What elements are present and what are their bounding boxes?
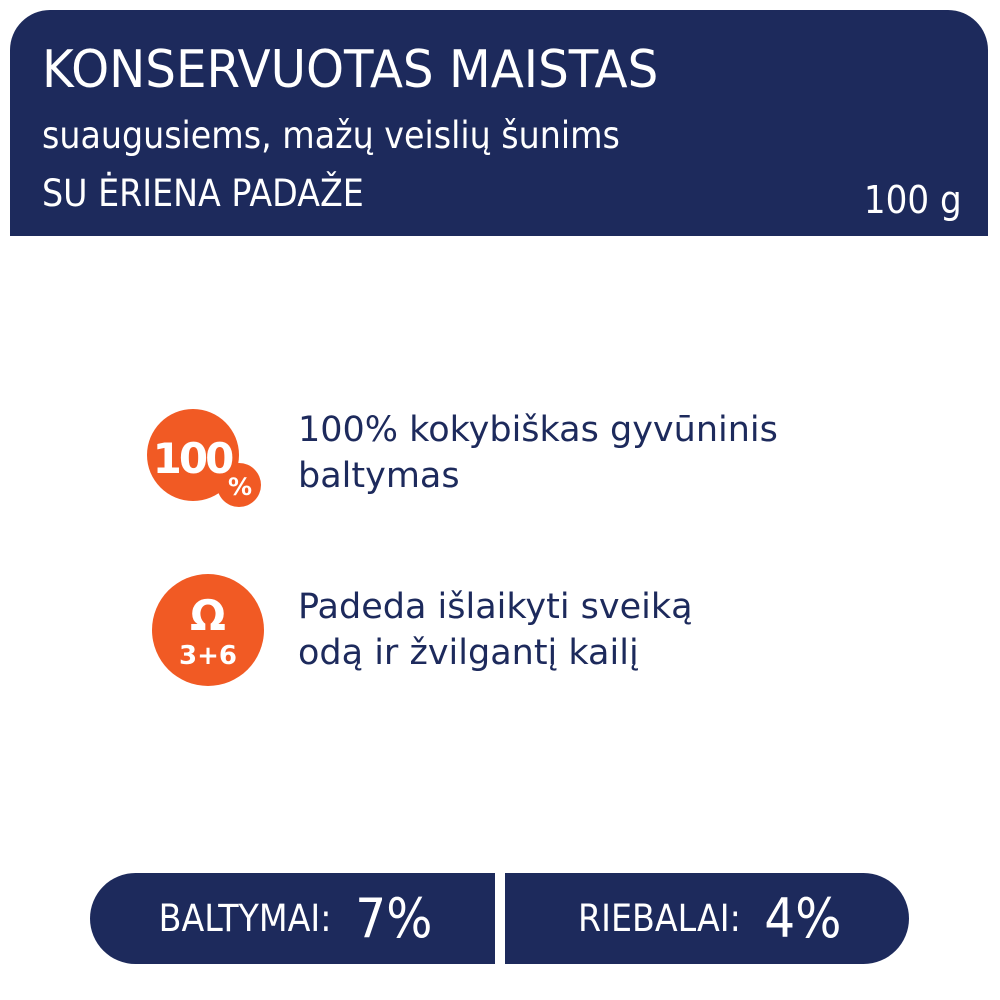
product-flavor: SU ĖRIENA PADAŽE [42, 172, 364, 215]
nutrition-label: BALTYMAI: [158, 897, 332, 940]
product-subtitle: suaugusiems, mažų veislių šunims [42, 114, 620, 157]
feature-protein: 100% kokybiškas gyvūninis baltymas [298, 407, 778, 499]
product-weight: 100 g [864, 178, 962, 222]
badge-percent-text: % [228, 473, 252, 501]
nutrition-protein: BALTYMAI: 7% [90, 873, 495, 964]
product-title: KONSERVUOTAS MAISTAS [42, 40, 659, 100]
product-header: KONSERVUOTAS MAISTAS suaugusiems, mažų v… [10, 10, 988, 236]
nutrition-value: 7% [354, 887, 433, 950]
nutrition-label: RIEBALAI: [577, 897, 741, 940]
feature-line: odą ir žvilgantį kailį [298, 633, 639, 673]
nutrition-fat: RIEBALAI: 4% [505, 873, 909, 964]
badge-100-text: 100 [153, 434, 233, 483]
100-percent-badge-icon: 100 % [147, 409, 261, 507]
feature-line: 100% kokybiškas gyvūninis [298, 410, 778, 450]
feature-line: baltymas [298, 456, 460, 496]
nutrition-value: 4% [763, 887, 841, 950]
omega-text: Ω [190, 591, 226, 640]
feature-line: Padeda išlaikyti sveiką [298, 587, 693, 627]
feature-skin-coat: Padeda išlaikyti sveiką odą ir žvilgantį… [298, 584, 693, 676]
omega-3-6-icon: Ω 3+6 [152, 574, 264, 686]
omega-3-6-text: 3+6 [179, 641, 237, 671]
